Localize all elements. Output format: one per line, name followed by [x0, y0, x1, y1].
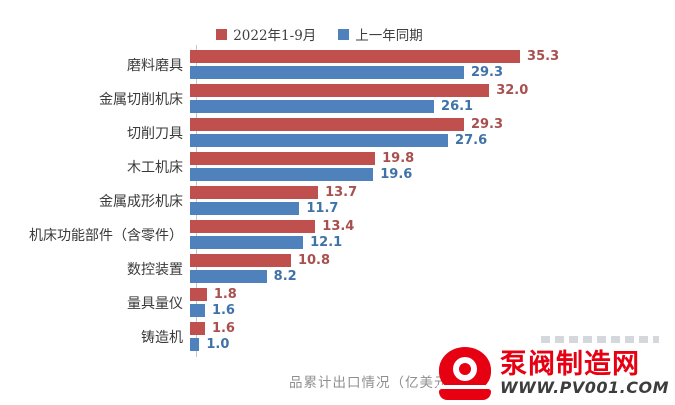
bar-row: 铸造机 1.6 1.0 [0, 322, 675, 351]
legend-item-2022: 2022年1-9月 [216, 24, 316, 44]
bar-2022 [190, 84, 490, 97]
category-label: 量具量仪 [127, 295, 183, 312]
bar-group: 1.6 1.0 [190, 322, 235, 351]
category-label: 铸造机 [141, 329, 183, 346]
bar-prev-year [190, 66, 464, 79]
bar-2022 [190, 186, 319, 199]
bar-row: 木工机床 19.8 19.6 [0, 152, 675, 181]
bar-2022 [190, 220, 316, 233]
bar-group: 32.0 26.1 [190, 84, 528, 113]
bar-value-label: 13.4 [322, 219, 355, 234]
bar-group: 35.3 29.3 [190, 50, 559, 79]
bar-group: 10.8 8.2 [190, 254, 330, 283]
bar-chart-plot: 磨料磨具 35.3 29.3 金属切削机床 32.0 26.1 切削刀具 29.3 27.6 木工… [0, 50, 675, 356]
chart-legend: 2022年1-9月 上一年同期 [0, 24, 657, 44]
bar-row: 切削刀具 29.3 27.6 [0, 118, 675, 147]
bar-value-label: 29.3 [470, 117, 504, 132]
bar-prev-year [190, 270, 267, 283]
bar-2022 [190, 118, 464, 131]
chart-caption: 品累计出口情况（亿美元） [289, 375, 463, 391]
category-label: 磨料磨具 [127, 57, 183, 74]
bar-prev-year [190, 134, 449, 147]
bar-2022 [190, 288, 207, 301]
bar-value-label: 8.2 [273, 269, 297, 284]
category-label: 机床功能部件（含零件） [29, 227, 183, 244]
logo-url-text: WWW.PV001.COM [500, 377, 669, 397]
category-label: 金属成形机床 [99, 193, 183, 210]
category-label: 木工机床 [127, 159, 183, 176]
bar-prev-year [190, 338, 200, 351]
bar-group: 13.4 12.1 [190, 220, 354, 249]
bar-value-label: 1.6 [211, 321, 235, 336]
bar-value-label: 12.1 [310, 235, 343, 250]
bar-value-label: 27.6 [455, 133, 488, 148]
legend-swatch-blue [338, 28, 350, 40]
bar-2022 [190, 152, 376, 165]
bar-2022 [190, 322, 205, 335]
bar-prev-year [190, 304, 205, 317]
bar-prev-year [190, 100, 435, 113]
pump-logo-icon [437, 347, 494, 401]
bar-group: 13.7 11.7 [190, 186, 357, 215]
bar-group: 19.8 19.6 [190, 152, 414, 181]
clipped-watermark [541, 336, 659, 343]
bar-row: 机床功能部件（含零件） 13.4 12.1 [0, 220, 675, 249]
bar-row: 量具量仪 1.8 1.6 [0, 288, 675, 317]
bar-value-label: 1.0 [206, 337, 230, 352]
bar-value-label: 32.0 [496, 83, 529, 98]
legend-label: 2022年1-9月 [233, 28, 317, 44]
category-label: 金属切削机床 [99, 91, 183, 108]
bar-row: 数控装置 10.8 8.2 [0, 254, 675, 283]
y-axis-line [196, 45, 197, 357]
bar-value-label: 10.8 [297, 253, 331, 268]
bar-row: 金属成形机床 13.7 11.7 [0, 186, 675, 215]
bar-prev-year [190, 236, 304, 249]
bar-value-label: 26.1 [441, 99, 474, 114]
bar-2022 [190, 254, 291, 267]
bar-row: 金属切削机床 32.0 26.1 [0, 84, 675, 113]
bar-group: 29.3 27.6 [190, 118, 503, 147]
bar-value-label: 19.8 [382, 151, 415, 166]
bar-value-label: 1.8 [213, 287, 237, 302]
legend-label: 上一年同期 [355, 28, 423, 44]
bar-group: 1.8 1.6 [190, 288, 237, 317]
category-label: 切削刀具 [127, 125, 183, 142]
legend-item-prev-year: 上一年同期 [338, 24, 423, 44]
bar-value-label: 35.3 [527, 49, 560, 64]
bar-2022 [190, 50, 521, 63]
bar-prev-year [190, 202, 300, 215]
bar-prev-year [190, 168, 374, 181]
bar-row: 磨料磨具 35.3 29.3 [0, 50, 675, 79]
bar-value-label: 19.6 [380, 167, 413, 182]
bar-value-label: 1.6 [211, 303, 235, 318]
bar-value-label: 11.7 [306, 201, 339, 216]
category-label: 数控装置 [127, 261, 183, 278]
bar-value-label: 29.3 [470, 65, 504, 80]
logo-brand-text: 泵阀制造网 [500, 349, 641, 381]
legend-swatch-red [216, 28, 228, 40]
pv001-logo: 泵阀制造网 WWW.PV001.COM [437, 347, 669, 401]
bar-value-label: 13.7 [325, 185, 358, 200]
